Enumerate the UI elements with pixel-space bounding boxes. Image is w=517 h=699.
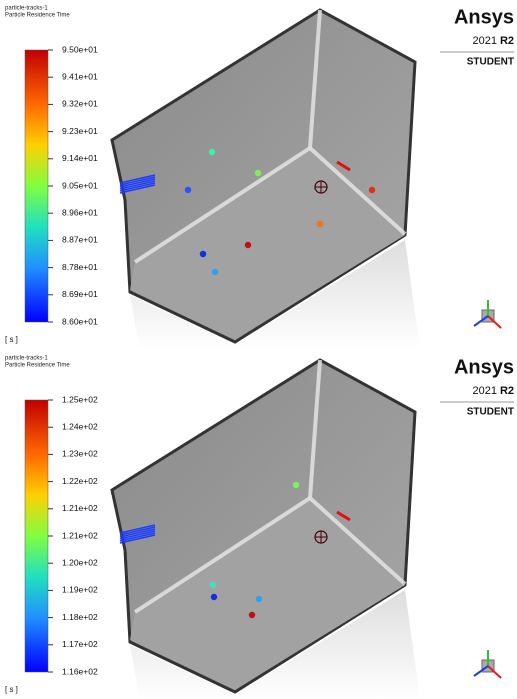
logo-year: 2021 [473,385,497,397]
particle [256,596,262,602]
colorbar-label: 1.21e+02 [62,530,98,540]
colorbar-label: 1.22e+02 [62,476,98,486]
header-line: particle-tracks-1 [5,6,48,12]
particle [212,269,218,275]
colorbar-label: 8.60e+01 [62,316,98,326]
colorbar-label: 1.21e+02 [62,503,98,513]
colorbar-label: 1.20e+02 [62,557,98,567]
logo-brand: Ansys [454,356,514,378]
particle [211,594,217,600]
colorbar-label: 9.14e+01 [62,153,98,163]
logo-brand: Ansys [454,6,514,28]
colorbar-label: 1.18e+02 [62,612,98,622]
particle [185,187,191,193]
colorbar-label: 9.32e+01 [62,99,98,109]
particle [317,221,323,227]
colorbar-label: 8.96e+01 [62,207,98,217]
particle [255,170,261,176]
particle [200,251,206,257]
logo-release: R2 [500,385,514,397]
logo-year: 2021 [473,35,497,47]
particle [249,612,255,618]
colorbar-label: 9.41e+01 [62,71,98,81]
particle [369,187,375,193]
colorbar-label: 9.50e+01 [62,44,98,54]
colorbar-label: 1.23e+02 [62,449,98,459]
header-line: Particle Residence Time [5,13,70,19]
colorbar-label: 1.17e+02 [62,639,98,649]
colorbar-label: 1.16e+02 [62,666,98,676]
colorbar [25,400,48,672]
colorbar-label: 8.87e+01 [62,235,98,245]
colorbar-unit: [ s ] [5,685,18,694]
header-line: particle-tracks-1 [5,356,48,362]
colorbar-label: 1.24e+02 [62,421,98,431]
colorbar-label: 9.23e+01 [62,126,98,136]
colorbar-label: 1.25e+02 [62,394,98,404]
header-line: Particle Residence Time [5,363,70,369]
colorbar-label: 8.78e+01 [62,262,98,272]
logo-release: R2 [500,35,514,47]
logo-edition: STUDENT [467,57,514,68]
colorbar [25,50,48,322]
screenshot: particle-tracks-1Particle Residence Time… [0,0,517,699]
particle [209,149,215,155]
colorbar-label: 1.19e+02 [62,585,98,595]
particle [293,482,299,488]
colorbar-label: 9.05e+01 [62,180,98,190]
logo-edition: STUDENT [467,407,514,418]
particle [245,242,251,248]
colorbar-label: 8.69e+01 [62,289,98,299]
particle [210,582,216,588]
colorbar-unit: [ s ] [5,335,18,344]
